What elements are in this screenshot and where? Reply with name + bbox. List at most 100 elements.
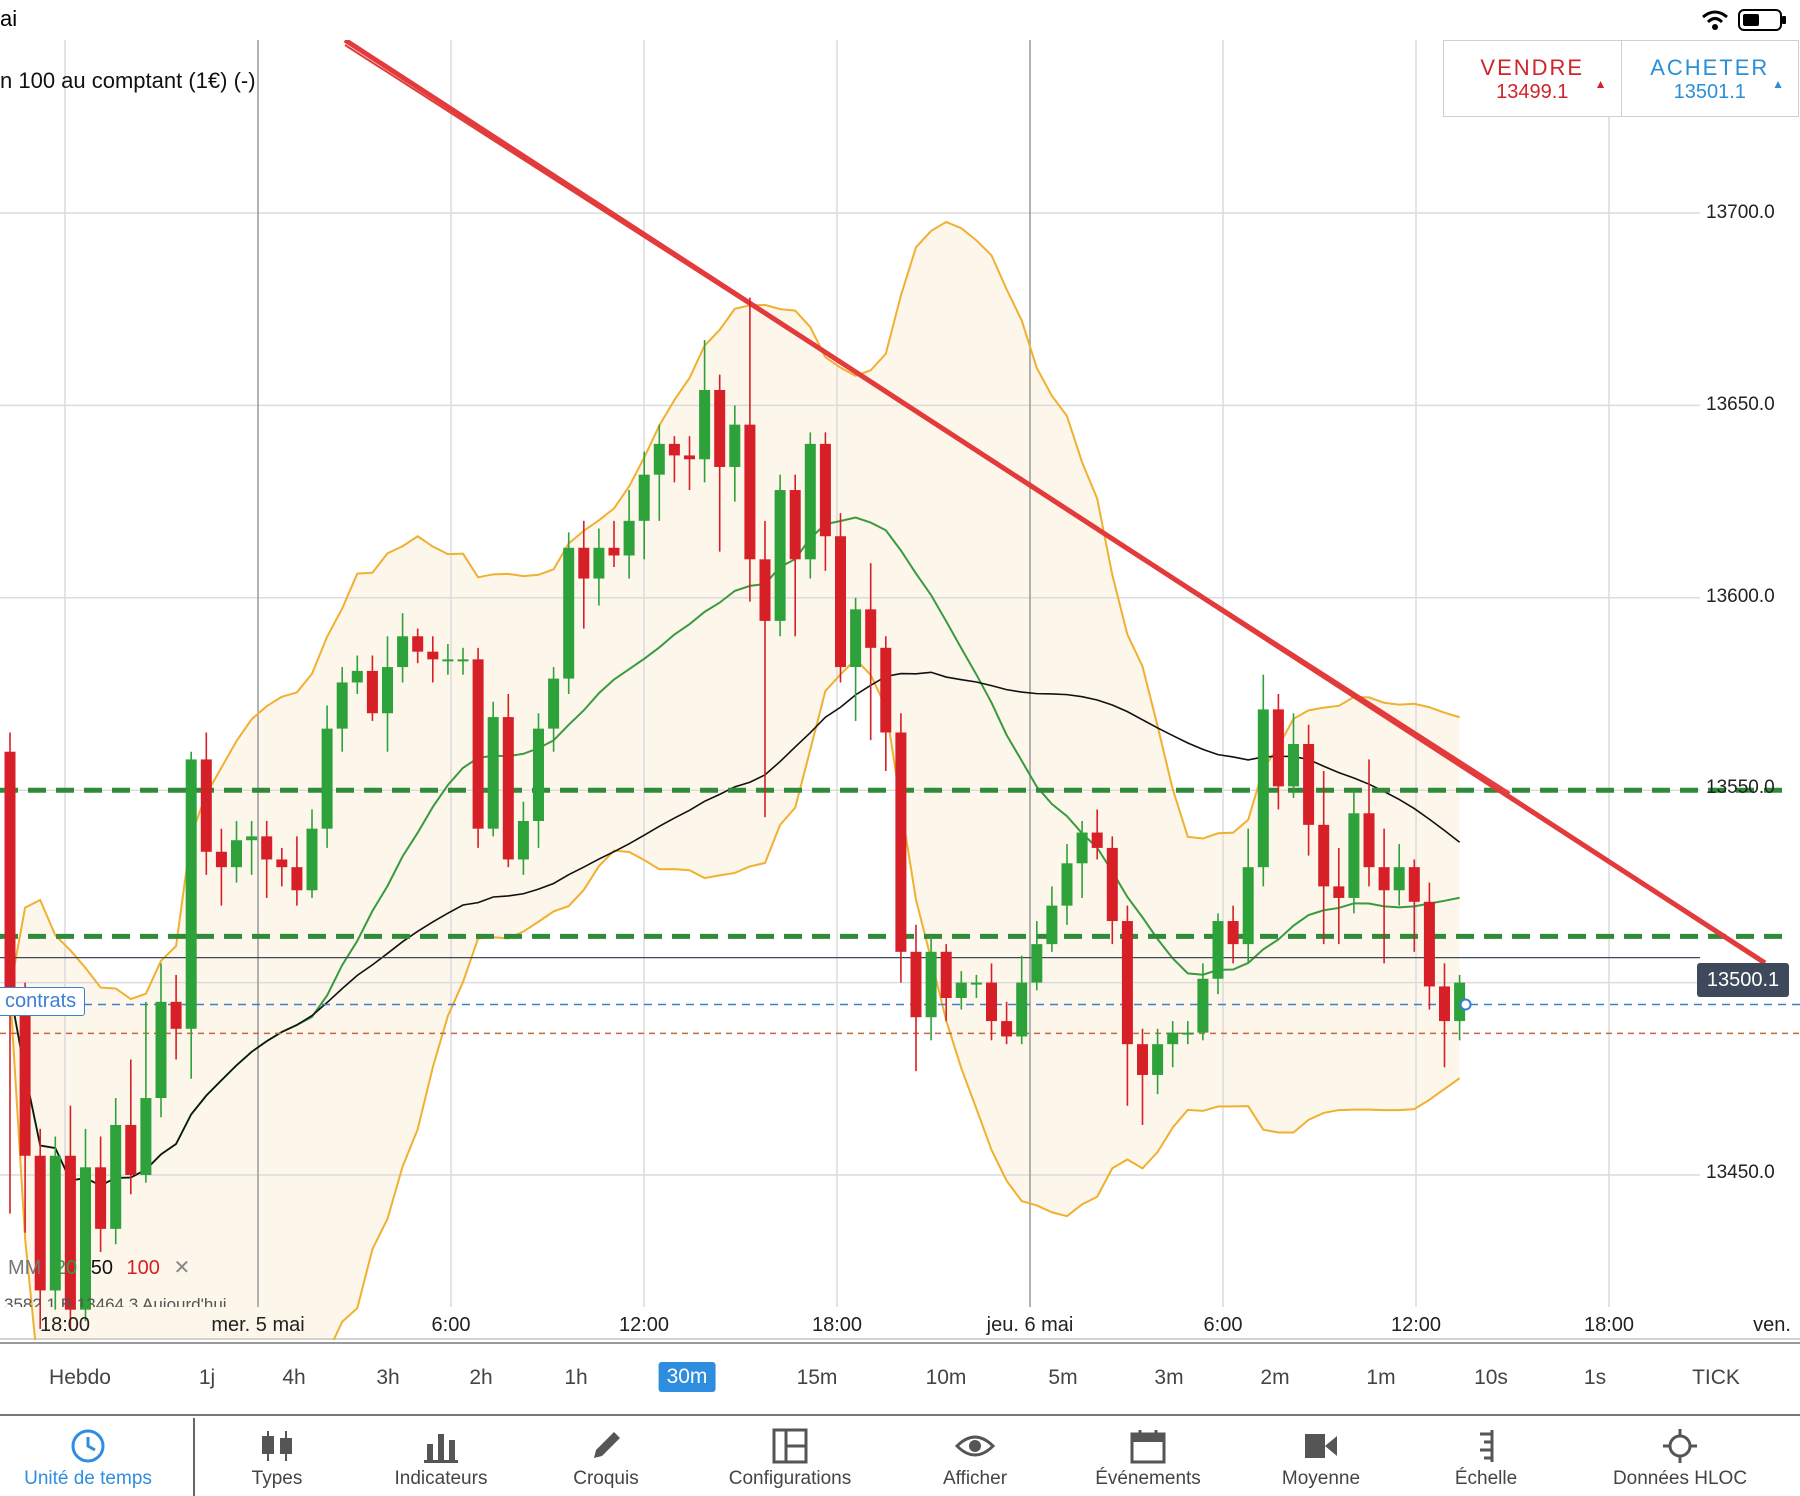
timeframe-1m[interactable]: 1m: [1366, 1366, 1396, 1389]
candle-body: [638, 474, 650, 521]
candle-body: [835, 536, 846, 668]
candle-body: [1061, 863, 1073, 906]
trade-box: VENDRE 13499.1 ▲ ACHETER 13501.1 ▲: [1443, 40, 1799, 117]
clock-icon: [71, 1429, 105, 1463]
candle-body: [1016, 982, 1028, 1037]
candle-body: [1152, 1044, 1164, 1075]
scale-button[interactable]: Échelle: [1401, 1416, 1571, 1496]
buy-button[interactable]: ACHETER 13501.1 ▲: [1620, 41, 1799, 116]
close-icon[interactable]: ✕: [173, 1257, 191, 1279]
average-button[interactable]: Moyenne: [1236, 1416, 1406, 1496]
sketch-button[interactable]: Croquis: [521, 1416, 691, 1496]
time-tick: 18:00: [811, 1314, 863, 1336]
price-chart[interactable]: [0, 40, 1800, 1340]
candle-body: [1363, 813, 1375, 868]
types-button[interactable]: Types: [192, 1416, 362, 1496]
candle-body: [170, 1001, 182, 1029]
timeframe-2h[interactable]: 2h: [469, 1366, 493, 1389]
candle-body: [412, 636, 424, 652]
moving-average-legend[interactable]: MM 20 50 100 ✕: [8, 1255, 198, 1280]
ma-label: MM: [8, 1257, 42, 1279]
instrument-title: n 100 au comptant (1€) (-): [0, 68, 256, 93]
timeframe-2m[interactable]: 2m: [1260, 1366, 1290, 1389]
price-tick: 13700.0: [1706, 202, 1775, 223]
timeframe-10m[interactable]: 10m: [925, 1366, 967, 1389]
candle-body: [1408, 867, 1420, 902]
timeframe-hebdo[interactable]: Hebdo: [49, 1366, 111, 1389]
eye-icon: [955, 1435, 995, 1457]
indicators-button[interactable]: Indicateurs: [356, 1416, 526, 1496]
status-bar: ai: [0, 0, 1800, 40]
timeframe-1j[interactable]: 1j: [198, 1366, 216, 1389]
time-tick: jeu. 6 mai: [986, 1314, 1074, 1336]
configurations-button[interactable]: Configurations: [705, 1416, 875, 1496]
candle-body: [910, 951, 922, 1018]
toolbar-divider: [193, 1418, 195, 1496]
timeframe-1h[interactable]: 1h: [564, 1366, 588, 1389]
candle-body: [1001, 1021, 1013, 1037]
candle-body: [80, 1167, 91, 1310]
hloc-button[interactable]: Données HLOC: [1595, 1416, 1765, 1496]
up-arrow-icon: ▲: [1772, 77, 1784, 91]
display-button[interactable]: Afficher: [890, 1416, 1060, 1496]
sell-price: 13499.1: [1496, 81, 1569, 103]
price-tick: 13600.0: [1706, 586, 1775, 607]
timeframe-tick[interactable]: TICK: [1692, 1366, 1740, 1389]
camera-icon: [1305, 1434, 1337, 1458]
candle-body: [1046, 905, 1058, 945]
up-arrow-icon: ▲: [1594, 77, 1607, 91]
candle-body: [1227, 921, 1239, 945]
candle-body: [578, 547, 590, 579]
candle-body: [1167, 1032, 1179, 1045]
candle-body: [895, 732, 907, 952]
candles-icon: [262, 1431, 292, 1461]
timeframe-15m[interactable]: 15m: [796, 1366, 838, 1389]
timeframe-3m[interactable]: 3m: [1154, 1366, 1184, 1389]
calendar-icon: [1130, 1430, 1166, 1464]
sell-button[interactable]: VENDRE 13499.1 ▲: [1444, 41, 1621, 116]
bottom-toolbar: Unité de temps Types Indicateurs Croquis…: [0, 1414, 1800, 1496]
candle-body: [548, 678, 560, 729]
chart-area[interactable]: [0, 40, 1800, 1340]
candle-body: [306, 828, 318, 891]
time-unit-button[interactable]: Unité de temps: [3, 1416, 173, 1496]
ma100-label: 100: [126, 1257, 160, 1279]
candle-body: [1348, 813, 1360, 898]
candle-body: [140, 1098, 152, 1175]
types-label: Types: [251, 1468, 303, 1489]
current-price-marker: [1459, 998, 1472, 1011]
timeframe-3h[interactable]: 3h: [376, 1366, 400, 1389]
timeframe-30m[interactable]: 30m: [658, 1362, 716, 1392]
price-tick: 13650.0: [1706, 394, 1775, 415]
candle-body: [155, 1001, 167, 1099]
candle-body: [1091, 832, 1103, 848]
layout-icon: [772, 1428, 808, 1464]
candle-body: [336, 682, 348, 729]
sketch-label: Croquis: [573, 1468, 639, 1489]
events-button[interactable]: Événements: [1063, 1416, 1233, 1496]
candle-body: [744, 424, 756, 560]
time-tick: 6:00: [431, 1314, 471, 1336]
candle-body: [457, 659, 469, 662]
ma50-line: [9, 671, 1461, 1187]
configurations-label: Configurations: [728, 1468, 852, 1489]
timeframe-4h[interactable]: 4h: [282, 1366, 306, 1389]
candle-body: [110, 1124, 122, 1229]
timeframe-1s[interactable]: 1s: [1583, 1366, 1607, 1389]
candle-body: [970, 982, 982, 985]
candle-body: [1288, 744, 1299, 787]
display-label: Afficher: [942, 1468, 1008, 1489]
battery-icon: [1738, 9, 1786, 31]
timeframe-10s[interactable]: 10s: [1474, 1366, 1508, 1389]
ma50-label: 50: [90, 1257, 113, 1279]
candle-body: [593, 547, 605, 579]
contracts-tag[interactable]: contrats: [0, 987, 86, 1016]
candle-body: [563, 547, 575, 679]
candle-body: [850, 609, 862, 668]
candle-body: [4, 751, 16, 991]
candle-body: [382, 667, 393, 714]
bollinger-band-fill: [10, 221, 1460, 1340]
time-tick: 18:00: [1583, 1314, 1635, 1336]
bollinger-lower-line: [9, 657, 1461, 1340]
timeframe-5m[interactable]: 5m: [1048, 1366, 1078, 1389]
